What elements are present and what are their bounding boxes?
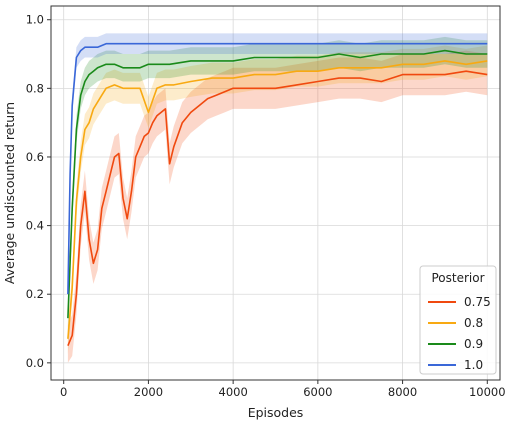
confidence-bands — [67, 33, 488, 363]
y-tick-label: 0.8 — [26, 81, 44, 95]
legend-label: 0.75 — [464, 295, 491, 309]
y-tick-label: 1.0 — [26, 13, 44, 27]
legend-title: Posterior — [431, 271, 484, 285]
y-axis-ticks: 0.0 0.2 0.4 0.6 0.8 1.0 — [26, 13, 51, 370]
series-line-0.9 — [67, 49, 488, 319]
x-tick-label: 0 — [60, 385, 67, 399]
axes-frame — [50, 5, 501, 381]
series-lines — [67, 42, 488, 347]
series-line-0.75 — [67, 70, 488, 347]
y-tick-label: 0.2 — [26, 287, 44, 301]
legend-label: 0.9 — [464, 337, 483, 351]
series-line-1.0 — [67, 42, 488, 295]
legend-items: 0.75 0.8 0.9 1.0 — [428, 295, 491, 372]
y-tick-label: 0.0 — [26, 356, 44, 370]
x-tick-label: 4000 — [219, 385, 248, 399]
x-axis-ticks: 0 2000 4000 6000 8000 10000 — [60, 380, 506, 399]
y-tick-label: 0.6 — [26, 150, 44, 164]
x-tick-label: 8000 — [388, 385, 417, 399]
series-band-0.9 — [67, 36, 488, 333]
series-line-0.8 — [67, 60, 488, 339]
series-band-0.75 — [67, 50, 488, 363]
legend: Posterior 0.75 0.8 0.9 1.0 — [419, 265, 497, 375]
x-tick-label: 10000 — [469, 385, 506, 399]
y-tick-label: 0.4 — [26, 219, 44, 233]
legend-box — [419, 265, 497, 375]
x-tick-label: 2000 — [134, 385, 163, 399]
legend-label: 1.0 — [464, 358, 483, 372]
series-band-0.8 — [67, 45, 488, 355]
x-tick-label: 6000 — [303, 385, 332, 399]
legend-label: 0.8 — [464, 316, 483, 330]
y-axis-label: Average undiscounted return — [2, 102, 17, 284]
x-axis-label: Episodes — [248, 405, 304, 420]
